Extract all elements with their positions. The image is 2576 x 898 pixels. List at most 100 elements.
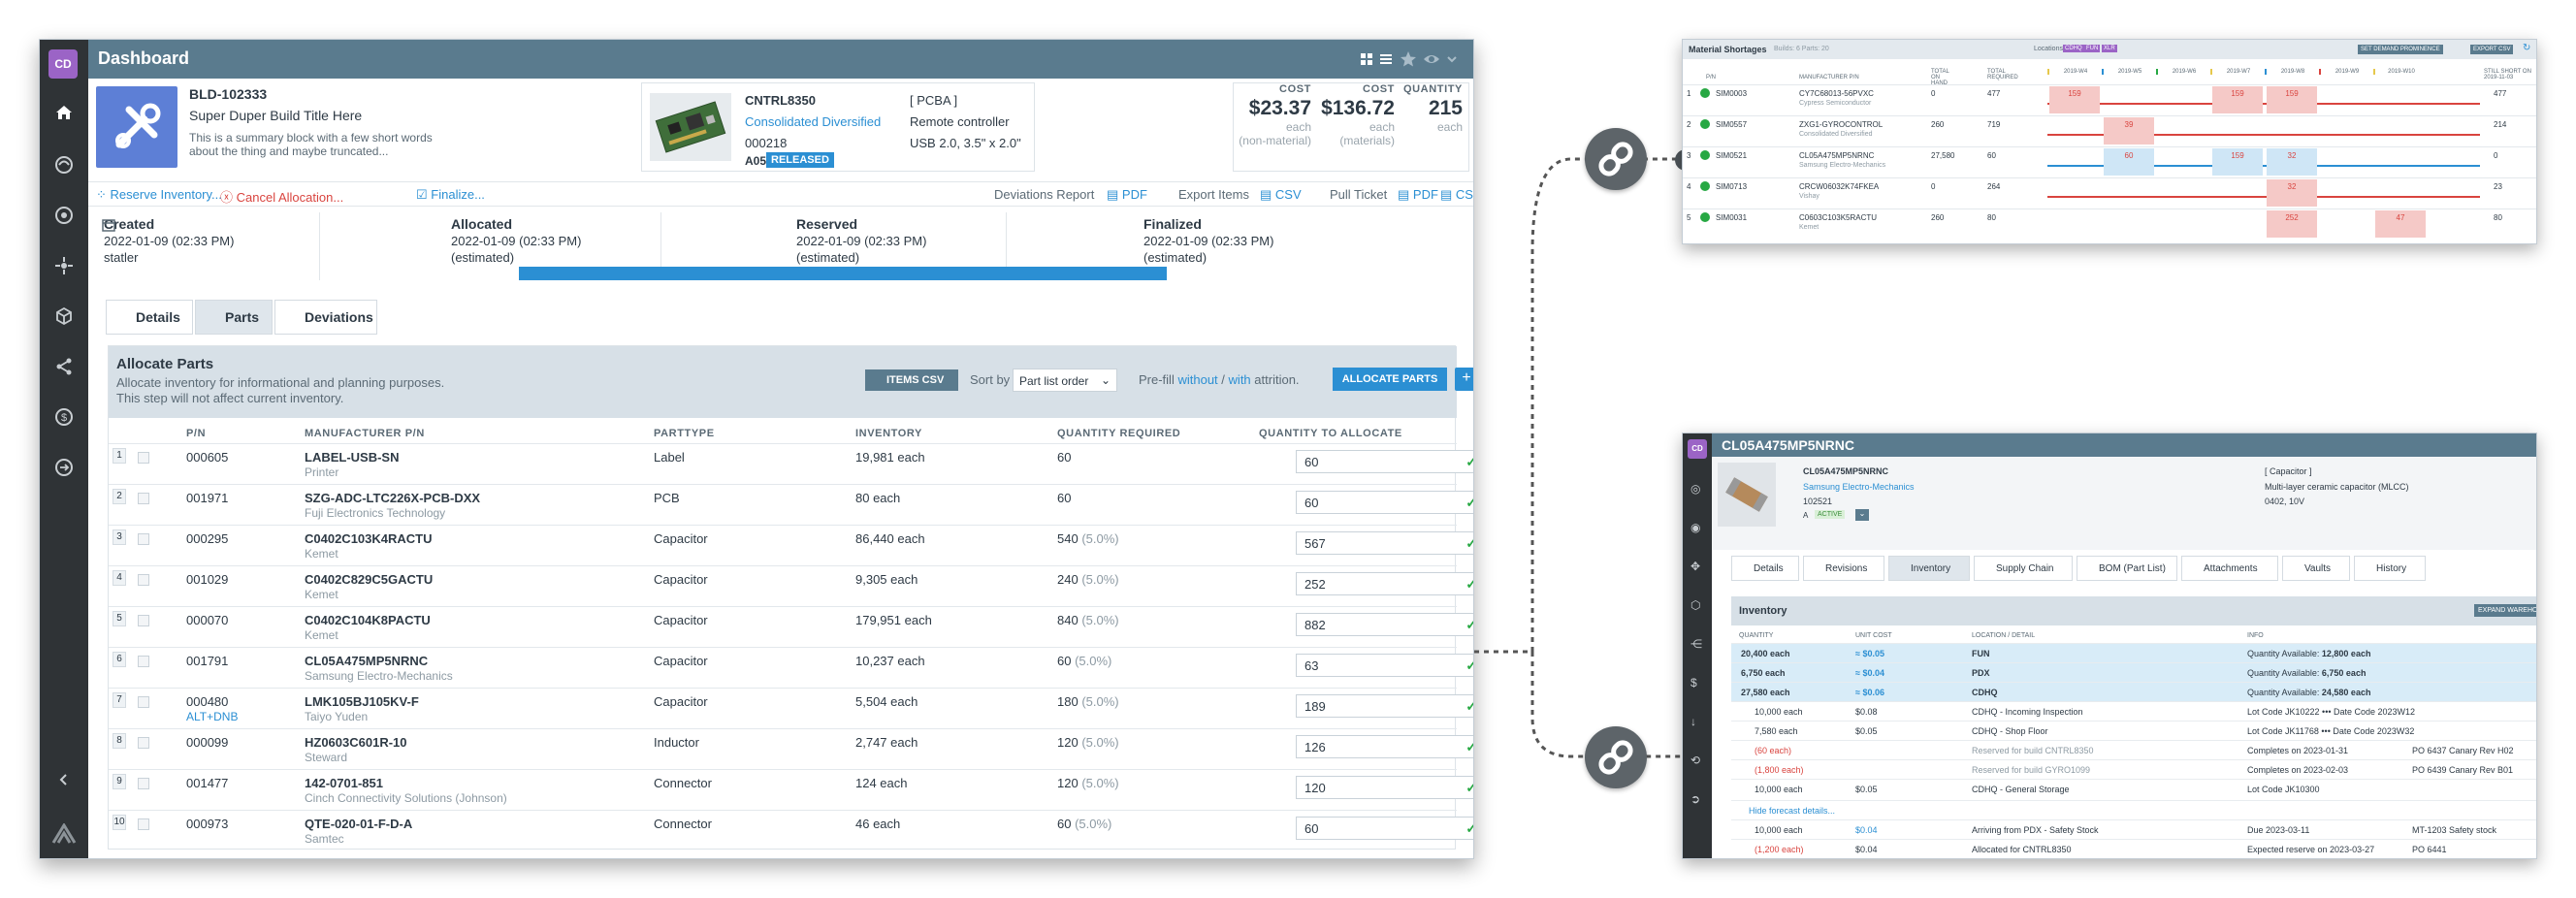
shortage-cell[interactable]: 39 [2104,117,2154,144]
part-number[interactable]: 000480 [186,694,229,709]
inventory-row[interactable]: 20,400 each ≈ $0.05 FUN Quantity Available:… [1731,643,2536,662]
quantity-input[interactable]: 60 ✓ [1296,491,1473,514]
manufacturer-pn[interactable]: CY7C68013-56PVXC [1799,89,1874,98]
location-chip[interactable]: XLR [2102,45,2117,52]
manufacturer-pn[interactable]: HZ0603C601R-10 [305,735,407,750]
shortage-row[interactable]: 1 SIM0003 CY7C68013-56PVXC Cypress Semicond… [1683,84,2536,115]
inventory-row[interactable]: 10,000 each $0.04 Arriving from PDX - Safe… [1731,819,2536,839]
network-icon[interactable] [53,255,75,276]
share-icon[interactable]: ⋲ [1690,637,1702,651]
build-icon[interactable] [53,154,75,176]
add-button[interactable]: + [1455,368,1473,391]
pull-ticket-pdf-button[interactable]: ▤ PDF [1398,187,1438,202]
row-drag-handle[interactable] [138,696,149,708]
inventory-row[interactable]: 10,000 each $0.05 CDHQ - General Storage Lo… [1731,779,2536,798]
part-number[interactable]: 001791 [186,654,229,668]
link-part-button[interactable] [1585,726,1647,788]
expand-warehouse-button[interactable]: EXPAND WAREHO [2474,604,2536,617]
inventory-row[interactable]: 6,750 each ≈ $0.04 PDX Quantity Available: … [1731,662,2536,682]
shortage-cell[interactable]: 32 [2267,179,2317,207]
tab-supply-chain[interactable]: Supply Chain [1974,556,2073,581]
build-icon[interactable]: ◎ [1690,482,1701,496]
manufacturer-pn[interactable]: ZXG1-GYROCONTROL [1799,120,1884,129]
quantity-input[interactable]: 60 ✓ [1296,817,1473,840]
row-drag-handle[interactable] [138,818,149,830]
link-shortages-button[interactable] [1585,128,1647,190]
export-csv-button[interactable]: ▤ CSV [1260,187,1302,202]
row-drag-handle[interactable] [138,615,149,626]
tab-revisions[interactable]: Revisions [1803,556,1884,581]
row-drag-handle[interactable] [138,574,149,586]
part-number[interactable]: SIM0557 [1716,120,1748,129]
manufacturer-pn[interactable]: LABEL-USB-SN [305,450,400,465]
quantity-input[interactable]: 120 ✓ [1296,776,1473,799]
cube-icon[interactable] [53,305,75,327]
avatar[interactable]: CD [48,49,78,79]
part-number[interactable]: SIM0031 [1716,213,1748,222]
tab-attachments[interactable]: Attachments [2181,556,2278,581]
shortage-row[interactable]: 2 SIM0557 ZXG1-GYROCONTROL Consolidated Div… [1683,115,2536,146]
manufacturer-pn[interactable]: SZG-ADC-LTC226X-PCB-DXX [305,491,481,505]
tab-details[interactable]: Details [1731,556,1799,581]
eye-icon[interactable]: ◉ [1690,521,1701,534]
manufacturer-pn[interactable]: CL05A475MP5NRNC [305,654,429,668]
shortage-row[interactable]: 4 SIM0713 CRCW06032K74FKEA Vishay 0 264 23 [1683,177,2536,208]
shortage-cell[interactable]: 159 [2212,148,2263,176]
items-csv-button[interactable]: ITEMS CSV [865,369,958,391]
part-number[interactable]: SIM0521 [1716,151,1748,160]
manufacturer-pn[interactable]: CL05A475MP5NRNC [1799,151,1875,160]
shortage-cell[interactable]: 159 [2267,86,2317,113]
eye-icon[interactable] [1423,51,1440,67]
manufacturer-pn[interactable]: LMK105BJ105KV-F [305,694,419,709]
deviations-pdf-button[interactable]: ▤ PDF [1107,187,1147,202]
quantity-input[interactable]: 126 ✓ [1296,735,1473,758]
arrow-circle-icon[interactable]: ➲ [1690,792,1701,806]
prefill-without-link[interactable]: without [1177,372,1218,387]
finalize-button[interactable]: ☑ Finalize... [416,187,485,202]
inventory-row[interactable]: 27,580 each ≈ $0.06 CDHQ Quantity Available… [1731,682,2536,701]
dollar-icon[interactable]: $ [53,406,75,428]
quantity-input[interactable]: 567 ✓ [1296,531,1473,555]
manufacturer-pn[interactable]: CRCW06032K74FKEA [1799,182,1880,191]
row-drag-handle[interactable] [138,493,149,504]
quantity-input[interactable]: 882 ✓ [1296,613,1473,636]
manufacturer-pn[interactable]: C0603C103K5RACTU [1799,213,1878,222]
shortage-cell[interactable]: 60 [2104,148,2154,176]
product-card[interactable]: CNTRL8350 [ PCBA ] Consolidated Diversif… [641,82,1035,172]
tab-deviations[interactable]: Deviations [274,300,377,335]
inventory-row[interactable]: Hide forecast details... [1731,800,2536,819]
export-csv-button[interactable]: EXPORT CSV [2470,45,2514,54]
quantity-input[interactable]: 189 ✓ [1296,694,1473,718]
product-mfr-link[interactable]: Consolidated Diversified [745,114,882,129]
inventory-row[interactable]: (60 each) Reserved for build CNTRL8350 Com… [1731,740,2536,759]
chevron-down-icon[interactable]: ⌄ [1855,509,1869,521]
part-number[interactable]: 000295 [186,531,229,546]
inventory-row[interactable]: 7,580 each $0.05 CDHQ - Shop Floor Lot Code… [1731,721,2536,740]
history-icon[interactable]: ⟲ [1690,754,1701,767]
part-number[interactable]: SIM0003 [1716,89,1748,98]
part-number[interactable]: 000099 [186,735,229,750]
download-icon[interactable]: ↓ [1690,715,1696,728]
inventory-row[interactable]: (1,200 each) $0.04 Allocated for CNTRL8350… [1731,839,2536,858]
manufacturer-pn[interactable]: C0402C103K4RACTU [305,531,433,546]
manufacturer-pn[interactable]: C0402C829C5GACTU [305,572,434,587]
quantity-input[interactable]: 63 ✓ [1296,654,1473,677]
cube-icon[interactable]: ⬡ [1690,598,1701,612]
tab-history[interactable]: History [2354,556,2426,581]
row-drag-handle[interactable] [138,533,149,545]
tab-parts[interactable]: Parts [195,300,273,335]
part-number[interactable]: 001029 [186,572,229,587]
shortage-row[interactable]: 5 SIM0031 C0603C103K5RACTU Kemet 260 80 80 [1683,208,2536,240]
manufacturer-pn[interactable]: 142-0701-851 [305,776,383,790]
part-number[interactable]: 000070 [186,613,229,627]
prefill-with-link[interactable]: with [1228,372,1251,387]
collapse-icon[interactable] [53,769,75,790]
tab-details[interactable]: Details [106,300,193,335]
allocate-parts-button[interactable]: ALLOCATE PARTS [1333,368,1447,391]
add-circle-icon[interactable] [1700,88,1710,98]
tab-inventory[interactable]: Inventory [1888,556,1970,581]
tab-vaults[interactable]: Vaults [2282,556,2350,581]
shortage-cell[interactable]: 47 [2375,210,2426,238]
refresh-icon[interactable]: ↻ [2523,43,2531,53]
dollar-icon[interactable]: $ [1690,676,1697,690]
